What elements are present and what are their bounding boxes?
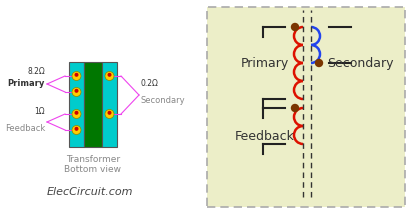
Circle shape xyxy=(72,109,81,118)
Circle shape xyxy=(72,88,81,97)
Text: Feedback: Feedback xyxy=(234,130,294,143)
Circle shape xyxy=(75,74,78,76)
FancyBboxPatch shape xyxy=(207,7,404,207)
Circle shape xyxy=(75,112,78,114)
Text: Transformer: Transformer xyxy=(66,155,120,164)
Text: 0.2Ω: 0.2Ω xyxy=(141,79,159,88)
Circle shape xyxy=(72,126,81,135)
Circle shape xyxy=(72,72,81,80)
Text: Bottom view: Bottom view xyxy=(64,165,121,174)
Circle shape xyxy=(108,74,110,76)
Text: Secondary: Secondary xyxy=(141,96,185,105)
Circle shape xyxy=(291,23,298,31)
Bar xyxy=(102,62,117,147)
Text: 1Ω: 1Ω xyxy=(34,107,45,116)
Circle shape xyxy=(108,112,110,114)
Circle shape xyxy=(75,89,78,92)
Text: Primary: Primary xyxy=(8,80,45,89)
Circle shape xyxy=(291,104,298,112)
Bar xyxy=(84,62,102,147)
Circle shape xyxy=(315,60,322,66)
Text: Primary: Primary xyxy=(240,57,288,70)
Circle shape xyxy=(105,72,114,80)
Text: Feedback: Feedback xyxy=(5,124,45,133)
Text: Secondary: Secondary xyxy=(326,57,392,70)
Text: ElecCircuit.com: ElecCircuit.com xyxy=(47,187,133,197)
Circle shape xyxy=(105,109,114,118)
Bar xyxy=(69,62,84,147)
Circle shape xyxy=(75,127,78,130)
Text: 8.2Ω: 8.2Ω xyxy=(27,67,45,76)
